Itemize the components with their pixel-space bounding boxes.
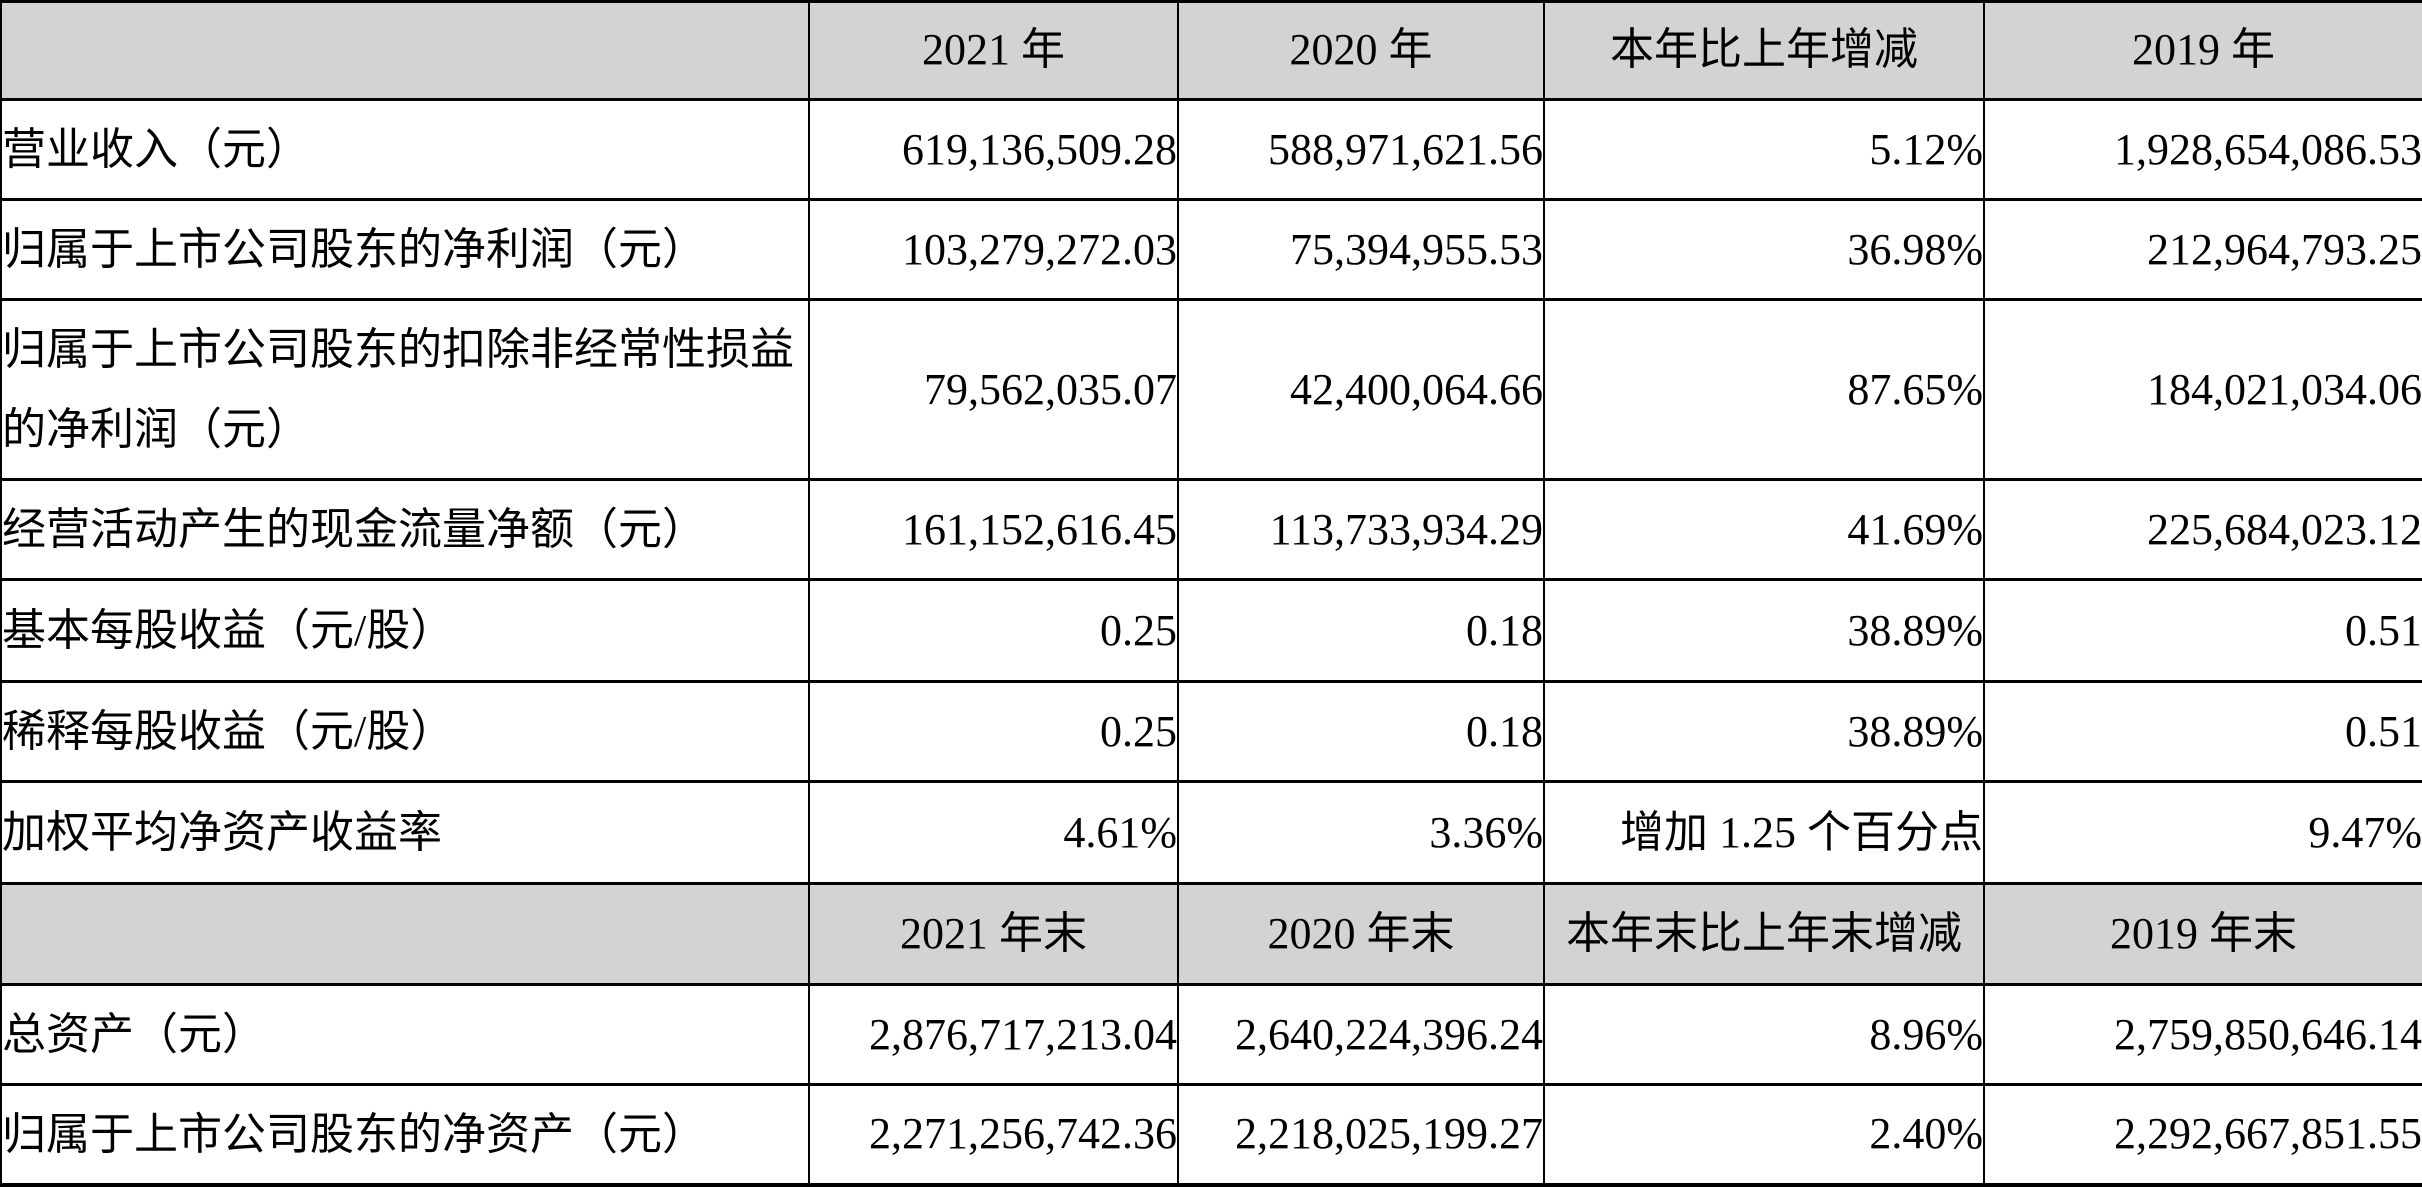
table-row-total-assets: 总资产（元） 2,876,717,213.04 2,640,224,396.24… xyxy=(0,983,2422,1086)
value-yoy-change: 增加 1.25 个百分点 xyxy=(1543,780,1985,885)
year-end-header-row: 2021 年末 2020 年末 本年末比上年末增减 2019 年末 xyxy=(0,882,2422,986)
value-2020: 42,400,064.66 xyxy=(1177,298,1545,481)
value-2019: 212,964,793.25 xyxy=(1983,198,2422,301)
table-row-diluted-eps: 稀释每股收益（元/股） 0.25 0.18 38.89% 0.51 xyxy=(0,680,2422,783)
row-label: 加权平均净资产收益率 xyxy=(0,780,810,885)
table-row-weighted-avg-roe: 加权平均净资产收益率 4.61% 3.36% 增加 1.25 个百分点 9.47… xyxy=(0,780,2422,885)
value-yoy-change: 5.12% xyxy=(1543,98,1985,201)
value-2019-end: 2,759,850,646.14 xyxy=(1983,983,2422,1086)
value-2020: 113,733,934.29 xyxy=(1177,478,1545,581)
year-end-header-2021: 2021 年末 xyxy=(808,882,1179,986)
value-2021: 0.25 xyxy=(808,578,1179,683)
value-2021-end: 2,876,717,213.04 xyxy=(808,983,1179,1086)
annual-header-2019: 2019 年 xyxy=(1983,0,2422,101)
value-yoy-change: 36.98% xyxy=(1543,198,1985,301)
value-2020: 75,394,955.53 xyxy=(1177,198,1545,301)
table-row-revenue: 营业收入（元） 619,136,509.28 588,971,621.56 5.… xyxy=(0,98,2422,201)
value-2021: 619,136,509.28 xyxy=(808,98,1179,201)
value-2021-end: 2,271,256,742.36 xyxy=(808,1083,1179,1187)
year-end-header-empty-cell xyxy=(0,882,810,986)
annual-header-empty-cell xyxy=(0,0,810,101)
row-label: 归属于上市公司股东的扣除非经常性损益的净利润（元） xyxy=(0,298,810,481)
value-2021: 103,279,272.03 xyxy=(808,198,1179,301)
value-2020: 0.18 xyxy=(1177,680,1545,783)
value-yoy-change: 8.96% xyxy=(1543,983,1985,1086)
value-yoy-change: 38.89% xyxy=(1543,578,1985,683)
table-row-basic-eps: 基本每股收益（元/股） 0.25 0.18 38.89% 0.51 xyxy=(0,578,2422,683)
row-label: 基本每股收益（元/股） xyxy=(0,578,810,683)
value-2019: 184,021,034.06 xyxy=(1983,298,2422,481)
row-label: 经营活动产生的现金流量净额（元） xyxy=(0,478,810,581)
year-end-header-yoy-change: 本年末比上年末增减 xyxy=(1543,882,1985,986)
row-label: 归属于上市公司股东的净资产（元） xyxy=(0,1083,810,1187)
row-label: 稀释每股收益（元/股） xyxy=(0,680,810,783)
value-2021: 0.25 xyxy=(808,680,1179,783)
value-2020-end: 2,218,025,199.27 xyxy=(1177,1083,1545,1187)
value-yoy-change: 2.40% xyxy=(1543,1083,1985,1187)
value-2020: 0.18 xyxy=(1177,578,1545,683)
value-2019: 1,928,654,086.53 xyxy=(1983,98,2422,201)
value-yoy-change: 38.89% xyxy=(1543,680,1985,783)
annual-header-row: 2021 年 2020 年 本年比上年增减 2019 年 xyxy=(0,0,2422,101)
value-yoy-change: 87.65% xyxy=(1543,298,1985,481)
annual-header-yoy-change: 本年比上年增减 xyxy=(1543,0,1985,101)
value-2019: 9.47% xyxy=(1983,780,2422,885)
row-label: 归属于上市公司股东的净利润（元） xyxy=(0,198,810,301)
value-2021: 161,152,616.45 xyxy=(808,478,1179,581)
row-label: 营业收入（元） xyxy=(0,98,810,201)
annual-header-2020: 2020 年 xyxy=(1177,0,1545,101)
value-2019: 0.51 xyxy=(1983,680,2422,783)
table-row-operating-cash-flow: 经营活动产生的现金流量净额（元） 161,152,616.45 113,733,… xyxy=(0,478,2422,581)
value-2020-end: 2,640,224,396.24 xyxy=(1177,983,1545,1086)
annual-header-2021: 2021 年 xyxy=(808,0,1179,101)
value-2019: 225,684,023.12 xyxy=(1983,478,2422,581)
table-row-deducted-net-profit: 归属于上市公司股东的扣除非经常性损益的净利润（元） 79,562,035.07 … xyxy=(0,298,2422,481)
row-label: 总资产（元） xyxy=(0,983,810,1086)
value-2019-end: 2,292,667,851.55 xyxy=(1983,1083,2422,1187)
value-yoy-change: 41.69% xyxy=(1543,478,1985,581)
year-end-header-2020: 2020 年末 xyxy=(1177,882,1545,986)
table-row-net-assets: 归属于上市公司股东的净资产（元） 2,271,256,742.36 2,218,… xyxy=(0,1083,2422,1187)
value-2020: 3.36% xyxy=(1177,780,1545,885)
value-2021: 79,562,035.07 xyxy=(808,298,1179,481)
value-2021: 4.61% xyxy=(808,780,1179,885)
value-2020: 588,971,621.56 xyxy=(1177,98,1545,201)
year-end-header-2019: 2019 年末 xyxy=(1983,882,2422,986)
value-2019: 0.51 xyxy=(1983,578,2422,683)
table-row-net-profit: 归属于上市公司股东的净利润（元） 103,279,272.03 75,394,9… xyxy=(0,198,2422,301)
